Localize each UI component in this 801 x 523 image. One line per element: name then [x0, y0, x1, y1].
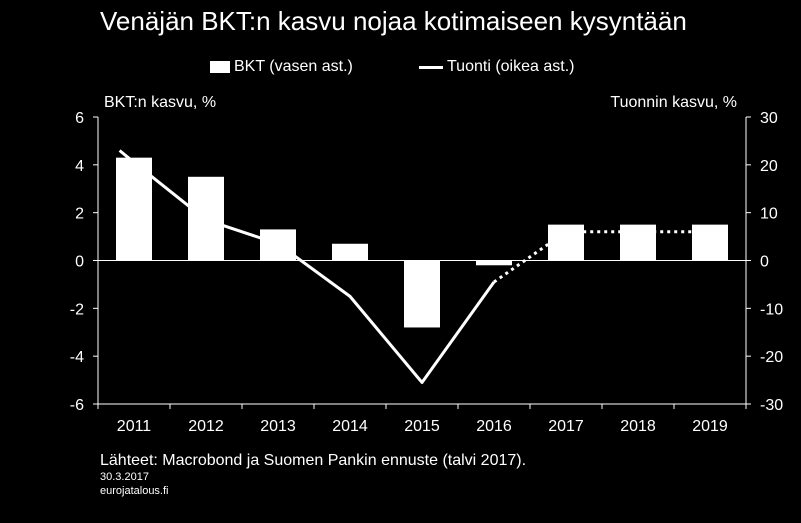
bkt-bar [404, 260, 440, 328]
left-tick-label: 0 [75, 254, 84, 271]
bkt-bar [620, 224, 656, 261]
right-tick-label: -10 [760, 301, 783, 318]
left-tick-label: 6 [75, 110, 84, 127]
bkt-bar [476, 260, 512, 266]
x-tick-label: 2011 [117, 418, 152, 435]
tuonti-forecast-line [493, 230, 710, 284]
legend-label-tuonti: Tuonti (oikea ast.) [447, 58, 575, 75]
right-axis-title: Tuonnin kasvu, % [610, 94, 737, 111]
right-tick-label: 20 [760, 158, 778, 175]
legend-label-bkt: BKT (vasen ast.) [234, 58, 353, 75]
bkt-bar [332, 243, 368, 261]
left-tick-label: -4 [70, 349, 84, 366]
bkt-bar [116, 157, 152, 261]
right-tick-label: -30 [760, 397, 783, 414]
bkt-bar [692, 224, 728, 261]
x-tick-label: 2015 [404, 418, 440, 435]
footer-source: Lähteet: Macrobond ja Suomen Pankin ennu… [100, 452, 527, 469]
legend: BKT (vasen ast.) Tuonti (oikea ast.) [0, 58, 801, 82]
chart-title: Venäjän BKT:n kasvu nojaa kotimaiseen ky… [100, 6, 687, 36]
x-tick-label: 2014 [332, 418, 368, 435]
x-tick-label: 2013 [260, 418, 296, 435]
right-tick-label: 10 [760, 206, 778, 223]
right-tick-label: 0 [760, 254, 769, 271]
legend-item-tuonti: Tuonti (oikea ast.) [419, 58, 574, 76]
right-tick-label: 30 [760, 110, 778, 127]
tuonti-line [118, 149, 496, 384]
x-tick-label: 2016 [476, 418, 512, 435]
legend-line-swatch [419, 65, 443, 69]
right-tick-label: -20 [760, 349, 783, 366]
x-tick-label: 2018 [620, 418, 656, 435]
legend-bar-swatch [210, 61, 230, 73]
footer-date: 30.3.2017 [100, 471, 149, 483]
x-tick-label: 2012 [188, 418, 224, 435]
left-tick-label: 2 [75, 206, 84, 223]
left-tick-label: 4 [75, 158, 84, 175]
x-tick-label: 2019 [692, 418, 728, 435]
x-tick-label: 2017 [548, 418, 584, 435]
legend-item-bkt: BKT (vasen ast.) [210, 58, 353, 76]
bkt-bar [548, 224, 584, 261]
left-axis-title: BKT:n kasvu, % [104, 94, 217, 111]
left-tick-label: -6 [70, 397, 84, 414]
footer-site: eurojatalous.fi [100, 485, 169, 497]
left-tick-label: -2 [70, 301, 84, 318]
